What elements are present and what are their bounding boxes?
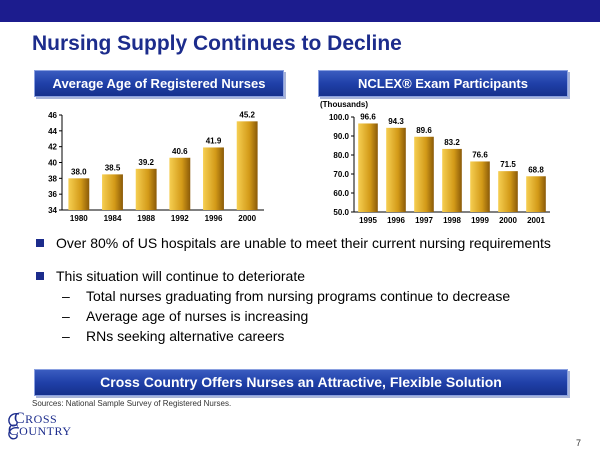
- data-label: 96.6: [360, 112, 376, 121]
- x-tick-label: 1998: [443, 216, 461, 225]
- bar-1984: [102, 174, 123, 210]
- bar-1996: [386, 127, 406, 212]
- data-label: 76.6: [472, 150, 488, 159]
- y-tick-label: 46: [48, 111, 57, 120]
- bar-1995: [358, 123, 378, 212]
- data-label: 39.2: [138, 158, 154, 167]
- page-number: 7: [576, 438, 582, 448]
- average-age-chart: 34 36 38 40 42 44 46 38.0 1980 38.5 1984 39.2 1988 40…: [48, 110, 264, 223]
- data-label: 83.2: [444, 138, 460, 147]
- x-tick-label: 2000: [499, 216, 517, 225]
- y-tick-label: 36: [48, 190, 57, 199]
- bar-1996: [203, 147, 224, 210]
- y-unit-label: (Thousands): [320, 100, 368, 109]
- sub-bullet-item: – Average age of nurses is increasing: [62, 308, 309, 324]
- right-chart-banner: NCLEX® Exam Participants: [318, 70, 568, 97]
- right-chart: 50.0 60.0 70.0 80.0 90.0 100.0 96.6 1995 94.3 199…: [316, 100, 556, 235]
- logo-line2: COUNTRY: [8, 422, 72, 439]
- x-tick-label: 1996: [205, 214, 223, 223]
- y-tick-label: 70.0: [333, 170, 349, 179]
- sub-bullet-text: Average age of nurses is increasing: [86, 308, 309, 324]
- slide-title: Nursing Supply Continues to Decline: [32, 32, 402, 55]
- sources-note: Sources: National Sample Survey of Regis…: [32, 399, 232, 408]
- x-tick-label: 1997: [415, 216, 433, 225]
- data-label: 45.2: [239, 110, 255, 119]
- data-label: 38.0: [71, 167, 87, 176]
- x-tick-label: 1995: [359, 216, 377, 225]
- y-tick-label: 38: [48, 174, 57, 183]
- bullet-item: Over 80% of US hospitals are unable to m…: [36, 235, 581, 252]
- x-tick-label: 1996: [387, 216, 405, 225]
- top-bar: [0, 0, 600, 22]
- bottom-banner: Cross Country Offers Nurses an Attractiv…: [34, 369, 568, 396]
- x-tick-label: 2001: [527, 216, 545, 225]
- y-tick-label: 44: [48, 127, 57, 136]
- nclex-participants-chart: 50.0 60.0 70.0 80.0 90.0 100.0 96.6 1995 94.3 199…: [320, 100, 550, 225]
- data-label: 89.6: [416, 126, 432, 135]
- bar-1980: [68, 178, 90, 210]
- y-tick-label: 100.0: [329, 113, 350, 122]
- sub-bullet-item: – RNs seeking alternative careers: [62, 328, 285, 344]
- bullet-square-icon: [36, 239, 44, 247]
- bar-2001: [526, 176, 546, 212]
- bar-1998: [442, 148, 462, 212]
- bullet-item: This situation will continue to deterior…: [36, 268, 581, 285]
- sub-bullet-text: Total nurses graduating from nursing pro…: [86, 288, 511, 304]
- company-logo: CROSS COUNTRY: [8, 410, 72, 440]
- x-tick-label: 1980: [70, 214, 88, 223]
- bar-2000: [236, 121, 258, 210]
- x-tick-label: 2000: [238, 214, 256, 223]
- left-chart-banner: Average Age of Registered Nurses: [34, 70, 284, 97]
- sub-bullet-item: – Total nurses graduating from nursing p…: [62, 288, 511, 304]
- bar-1992: [169, 157, 191, 210]
- x-tick-label: 1988: [137, 214, 155, 223]
- bar-1988: [135, 168, 157, 210]
- x-tick-label: 1984: [104, 214, 122, 223]
- bar-2000: [498, 171, 518, 212]
- left-chart: 34 36 38 40 42 44 46 38.0 1980 38.5 1984 39.2 1988 40…: [34, 100, 274, 235]
- logo-swirl-icon: [8, 412, 20, 440]
- data-label: 38.5: [105, 163, 121, 172]
- logo-line1: CROSS: [14, 410, 58, 427]
- data-label: 41.9: [206, 136, 222, 145]
- y-tick-label: 34: [48, 206, 57, 215]
- bullet-text: This situation will continue to deterior…: [56, 268, 306, 284]
- bar-1999: [470, 161, 490, 212]
- bullet-square-icon: [36, 272, 44, 280]
- bullet-list: Over 80% of US hospitals are unable to m…: [36, 235, 581, 345]
- bar-1997: [414, 136, 434, 212]
- data-label: 71.5: [500, 160, 516, 169]
- y-tick-label: 60.0: [333, 189, 349, 198]
- y-tick-label: 42: [48, 143, 57, 152]
- y-tick-label: 50.0: [333, 208, 349, 217]
- y-tick-label: 80.0: [333, 151, 349, 160]
- sub-bullet-text: RNs seeking alternative careers: [86, 328, 285, 344]
- data-label: 40.6: [172, 147, 188, 156]
- bullet-text: Over 80% of US hospitals are unable to m…: [56, 235, 551, 251]
- data-label: 68.8: [528, 165, 544, 174]
- y-tick-label: 90.0: [333, 132, 349, 141]
- data-label: 94.3: [388, 117, 404, 126]
- x-tick-label: 1999: [471, 216, 489, 225]
- y-tick-label: 40: [48, 159, 57, 168]
- x-tick-label: 1992: [171, 214, 189, 223]
